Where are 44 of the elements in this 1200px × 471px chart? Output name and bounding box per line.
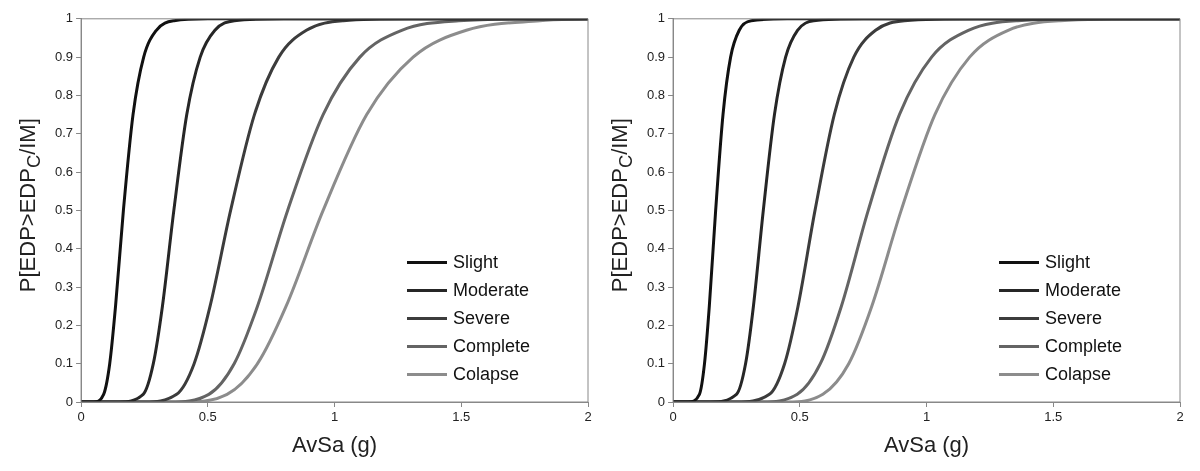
- y-tick-label: 0.1: [646, 355, 666, 371]
- x-tick-label: 0: [669, 409, 677, 425]
- y-tick-label: 0.9: [54, 48, 74, 64]
- legend-label: Moderate: [1044, 279, 1121, 302]
- legend-label: Severe: [1044, 307, 1102, 330]
- y-tick-label: 0.5: [646, 201, 666, 217]
- legend-label: Complete: [452, 335, 530, 358]
- y-tick-label: 0: [65, 393, 74, 409]
- x-axis-title: AvSa (g): [291, 431, 378, 457]
- legend-label: Complete: [1044, 335, 1122, 358]
- x-axis-title: AvSa (g): [883, 431, 970, 457]
- legend-label: Colapse: [452, 363, 519, 386]
- y-tick-label: 0.1: [54, 355, 74, 371]
- x-tick-label: 1: [922, 409, 931, 425]
- x-tick-label: 2: [1176, 409, 1184, 425]
- y-tick-label: 0.3: [54, 278, 74, 294]
- legend-label: Slight: [1044, 251, 1090, 274]
- y-tick-label: 0.4: [646, 240, 666, 256]
- y-tick-label: 0.5: [54, 201, 74, 217]
- y-tick-label: 0.9: [646, 48, 666, 64]
- x-tick-label: 0.5: [790, 409, 809, 425]
- y-tick-label: 0.6: [54, 163, 74, 179]
- y-tick-label: 0.6: [646, 163, 666, 179]
- x-tick-label: 0.5: [198, 409, 217, 425]
- y-tick-label: 0.7: [646, 125, 666, 141]
- x-tick-label: 0: [77, 409, 85, 425]
- y-tick-label: 0.8: [646, 87, 666, 103]
- x-tick-label: 1: [330, 409, 339, 425]
- x-tick-label: 2: [584, 409, 592, 425]
- x-tick-label: 1.5: [452, 409, 471, 425]
- y-tick-label: 0.2: [54, 316, 74, 332]
- y-tick-label: 1: [657, 10, 666, 26]
- y-tick-label: 1: [65, 10, 74, 26]
- y-tick-label: 0.7: [54, 125, 74, 141]
- y-tick-label: 0.2: [646, 316, 666, 332]
- legend-label: Slight: [452, 251, 498, 274]
- legend-label: Moderate: [452, 279, 529, 302]
- y-tick-label: 0.4: [54, 240, 74, 256]
- y-tick-label: 0.8: [54, 87, 74, 103]
- y-tick-label: 0.3: [646, 278, 666, 294]
- legend-label: Colapse: [1044, 363, 1111, 386]
- legend-label: Severe: [452, 307, 510, 330]
- y-tick-label: 0: [657, 393, 666, 409]
- x-tick-label: 1.5: [1044, 409, 1063, 425]
